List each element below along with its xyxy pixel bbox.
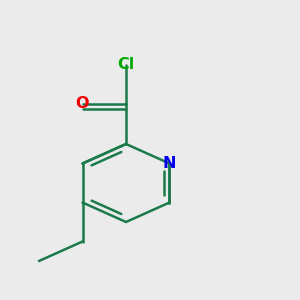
Text: N: N [163, 156, 176, 171]
Text: O: O [76, 96, 89, 111]
Text: Cl: Cl [117, 57, 135, 72]
